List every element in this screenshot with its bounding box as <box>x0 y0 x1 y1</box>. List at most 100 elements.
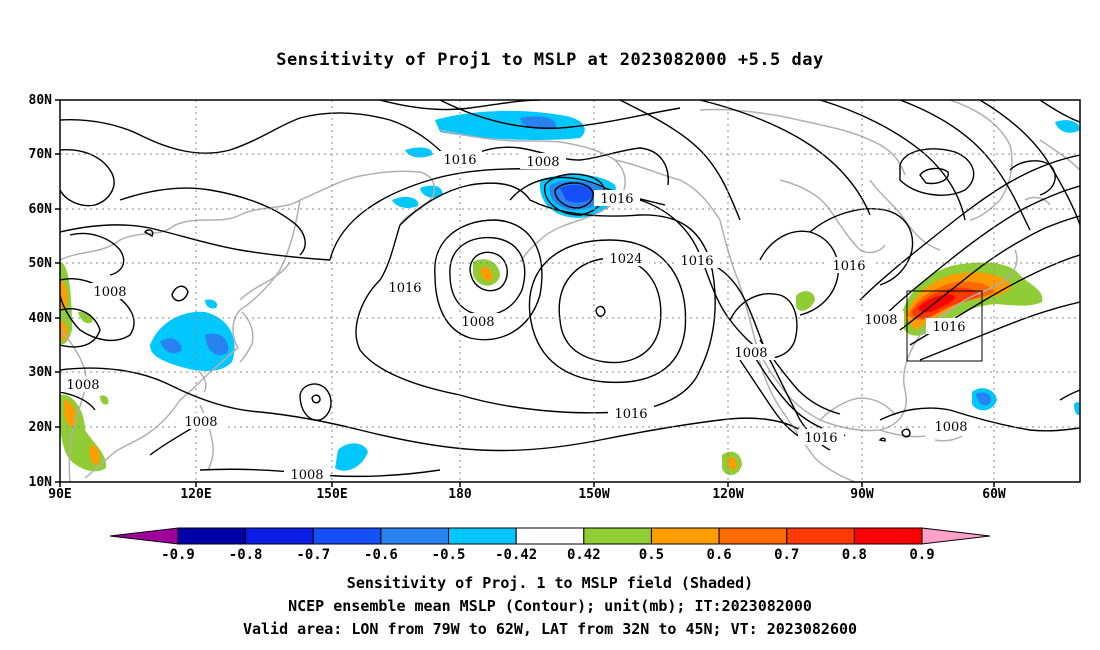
contour-dateline-low <box>469 251 508 292</box>
colorbar-label: -0.9 <box>161 547 195 563</box>
coast-arctic-islands <box>699 108 906 176</box>
contour-label: 1016 <box>443 153 476 168</box>
shade-dateline-orange <box>480 267 493 282</box>
contour-label: 1016 <box>680 254 713 269</box>
shade-pacific-blue <box>335 443 368 471</box>
lon-label: 180 <box>448 487 472 502</box>
caption-valid-area: Valid area: LON from 79W to 62W, LAT fro… <box>242 620 858 638</box>
contour-atl-trough-2 <box>879 185 1080 321</box>
lon-label: 120E <box>180 487 211 502</box>
coast-iceland <box>1024 196 1051 206</box>
coast-caribbean <box>879 429 963 442</box>
colorbar-box <box>718 527 788 545</box>
contour-right-edge <box>1039 100 1080 123</box>
colorbar-high-triangle <box>921 527 991 545</box>
contour-label: 1016 <box>804 431 837 446</box>
contour-pacific-1016 <box>355 182 716 414</box>
colorbar: -0.9 -0.8 -0.7 -0.6 -0.5 -0.42 0.42 0.5 0.6 0.7 0.… <box>109 527 991 563</box>
contour-atl-1016 <box>919 301 1080 361</box>
lat-label: 80N <box>29 93 53 108</box>
colorbar-label: 0.8 <box>842 547 867 563</box>
colorbar-label: 0.9 <box>909 547 934 563</box>
contour-top-5 <box>819 100 966 221</box>
contour-top-2 <box>439 100 681 129</box>
shade-alaska-blue-core <box>560 184 595 203</box>
valid-area-box <box>906 290 983 362</box>
coast-india <box>60 329 87 482</box>
coast-scandinavia <box>1039 139 1080 171</box>
contour-na-1008 <box>729 293 798 360</box>
colorbar-label: -0.8 <box>229 547 263 563</box>
colorbar-label: -0.42 <box>495 547 537 563</box>
contour-label: 1008 <box>66 378 99 393</box>
contour-siberia <box>119 187 306 256</box>
coast-mexico <box>754 339 856 482</box>
axis-ticks <box>55 99 995 487</box>
contour-right-edge2 <box>1059 389 1080 401</box>
coast-hudson <box>779 179 886 254</box>
contour-na-1016 <box>639 199 771 361</box>
lat-labels: 80N 70N 60N 50N 40N 30N 20N 10N <box>29 93 53 490</box>
colorbar-box <box>650 527 720 545</box>
contour-asia-small2 <box>143 229 154 237</box>
contour-asia-north <box>60 148 115 207</box>
shaded-sensitivity <box>60 110 1080 476</box>
lon-label: 150W <box>578 487 609 502</box>
lat-label: 50N <box>29 256 53 271</box>
coast-baffin <box>869 179 941 251</box>
contour-label: 1008 <box>184 415 217 430</box>
shade-arctic-blue-4 <box>1055 120 1080 133</box>
lat-label: 30N <box>29 365 53 380</box>
contour-na-south2 <box>749 349 823 429</box>
shade-arctic-blue-3 <box>405 147 433 158</box>
shade-bering-blue <box>420 185 443 198</box>
colorbar-box <box>853 527 923 545</box>
lat-label: 10N <box>29 475 53 490</box>
contour-label: 1008 <box>290 468 323 483</box>
contour-arctic-1016 <box>60 112 451 161</box>
contour-pacific-west-low2 <box>311 394 321 404</box>
colorbar-label: 0.7 <box>774 547 799 563</box>
shade-eastasia-blue-2 <box>160 338 182 354</box>
colorbar-label: -0.6 <box>364 547 398 563</box>
colorbar-box <box>786 527 855 545</box>
contour-labels: 1016 1008 1016 1008 1016 1024 1016 1016 … <box>60 151 974 483</box>
lon-label: 90W <box>850 487 874 502</box>
mslp-contours <box>60 100 1080 478</box>
shade-eastasia-blue <box>150 311 235 371</box>
coast-alaska <box>439 129 626 263</box>
contour-atl-trough-1 <box>859 154 1080 301</box>
contour-arctic-1008 <box>459 146 669 186</box>
shade-eastna-red2 <box>918 294 955 313</box>
contour-pacific-high-1024 <box>558 257 662 364</box>
lat-label: 60N <box>29 202 53 217</box>
colorbar-label: 0.42 <box>567 547 601 563</box>
contour-top-6 <box>899 100 1031 231</box>
colorbar-label: -0.5 <box>432 547 466 563</box>
contour-label: 1008 <box>461 315 494 330</box>
caption-contour: NCEP ensemble mean MSLP (Contour); unit(… <box>288 597 812 615</box>
contour-label: 1008 <box>734 346 767 361</box>
contour-top-1 <box>379 100 541 111</box>
lon-labels: 90E 120E 150E 180 150W 120W 90W 60W <box>48 487 1006 502</box>
gridlines <box>60 100 1080 482</box>
contour-label: 1016 <box>832 259 865 274</box>
contour-wpac-2 <box>60 391 96 411</box>
shade-rockies-green <box>796 291 815 311</box>
contour-label: 1016 <box>388 281 421 296</box>
coast-gulf <box>819 397 896 421</box>
lon-label: 120W <box>712 487 743 502</box>
contour-label: 1024 <box>609 252 642 267</box>
shade-mexico-orange <box>727 457 738 470</box>
contour-atl-small2 <box>878 437 886 442</box>
lat-label: 40N <box>29 311 53 326</box>
colorbar-label: 0.6 <box>706 547 731 563</box>
shade-arctic-blue-2 <box>520 116 556 130</box>
contour-atl-trough-3 <box>899 215 1080 331</box>
colorbar-low-triangle <box>109 527 179 545</box>
contour-label: 1016 <box>614 407 647 422</box>
contour-label: 1008 <box>526 155 559 170</box>
colorbar-box <box>312 527 382 545</box>
lat-label: 20N <box>29 420 53 435</box>
coast-greenland <box>949 100 1013 221</box>
